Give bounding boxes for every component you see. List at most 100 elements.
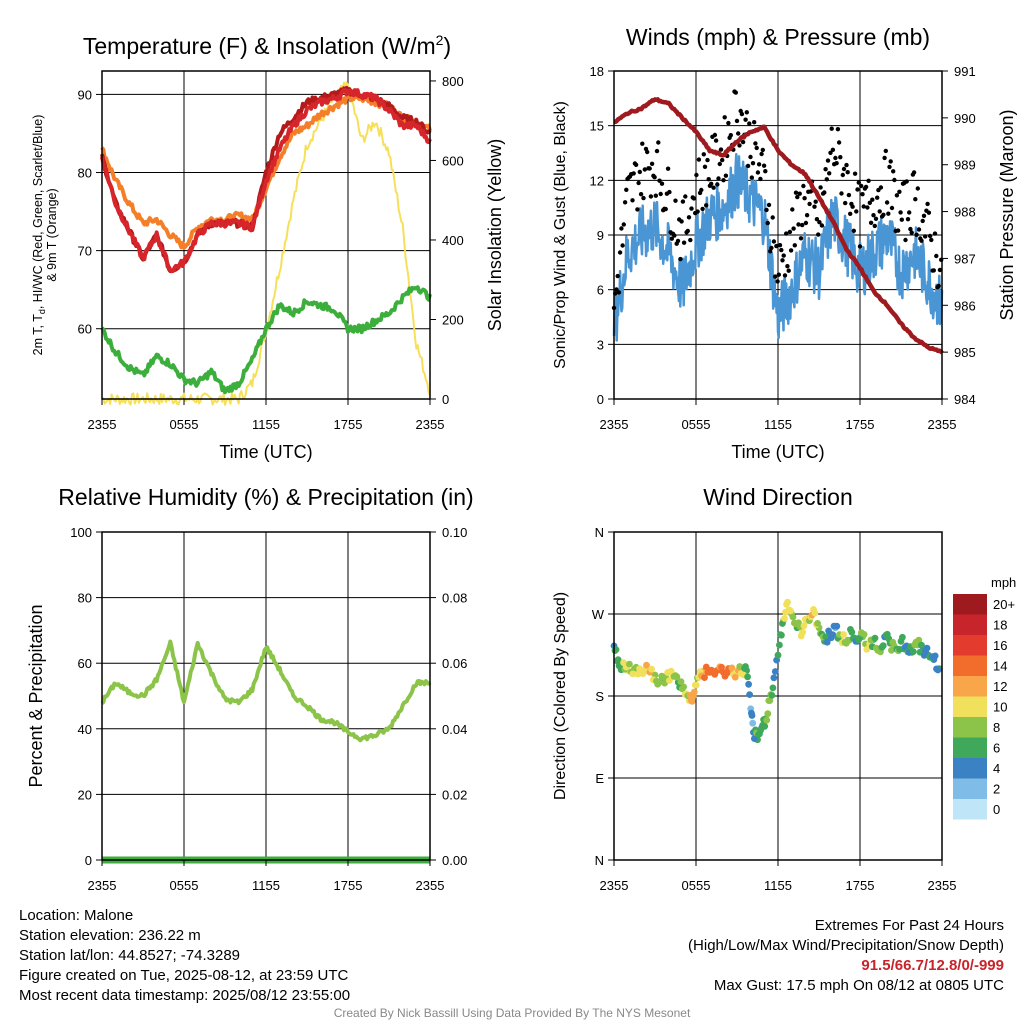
direction-point bbox=[814, 620, 821, 627]
gust-point bbox=[638, 192, 644, 197]
legend-label: 16 bbox=[993, 638, 1007, 653]
direction-point bbox=[829, 631, 837, 639]
gust-point bbox=[733, 90, 738, 95]
y-tick-rh-0: 0 bbox=[85, 853, 92, 868]
y2-tick-rh-0: 0.00 bbox=[442, 853, 467, 868]
winds-ylabel: Sonic/Prop Wind & Gust (Blue, Black) bbox=[552, 101, 569, 369]
gust-point bbox=[867, 200, 872, 205]
gust-point bbox=[813, 199, 818, 204]
gust-point bbox=[818, 185, 823, 190]
x-tick-dir-2: 1155 bbox=[764, 878, 792, 893]
gust-point bbox=[659, 181, 665, 186]
series-wind bbox=[612, 152, 944, 342]
gust-point bbox=[679, 219, 684, 224]
gust-point bbox=[619, 226, 624, 231]
x-tick-rh-2: 1155 bbox=[252, 878, 280, 893]
gust-point bbox=[846, 192, 852, 198]
gust-point bbox=[830, 147, 836, 152]
gust-point bbox=[884, 200, 890, 205]
direction-point bbox=[659, 673, 667, 681]
gust-point bbox=[641, 195, 646, 201]
direction-point bbox=[871, 634, 879, 642]
gust-point bbox=[857, 244, 863, 249]
gust-point bbox=[631, 171, 636, 176]
direction-point bbox=[746, 691, 753, 698]
legend-swatch bbox=[953, 614, 987, 635]
gust-point bbox=[827, 171, 832, 176]
gust-point bbox=[621, 222, 626, 227]
legend-swatch bbox=[953, 594, 987, 615]
temperature-ticks: 2355 0555 1155 1755 2355 60 70 80 90 0 200 400 600 80… bbox=[78, 74, 464, 432]
direction-point bbox=[931, 652, 939, 660]
y-tick-wind-0: 0 bbox=[597, 392, 604, 407]
direction-point bbox=[811, 609, 819, 617]
gust-point bbox=[716, 176, 721, 181]
gust-point bbox=[736, 131, 741, 136]
gust-point bbox=[648, 194, 654, 199]
direction-point bbox=[626, 660, 633, 668]
y-tick-rh-2: 40 bbox=[78, 722, 92, 737]
gust-point bbox=[911, 170, 917, 175]
direction-point bbox=[863, 646, 871, 653]
series-td bbox=[100, 285, 432, 395]
direction-point bbox=[667, 667, 675, 675]
y-tick-dir-2: S bbox=[595, 689, 604, 704]
gust-point bbox=[766, 202, 772, 208]
direction-point bbox=[648, 665, 655, 673]
gust-point bbox=[925, 201, 930, 207]
gust-point bbox=[665, 166, 671, 171]
legend-swatch bbox=[953, 717, 987, 738]
legend-swatch bbox=[953, 737, 987, 758]
gust-point bbox=[856, 180, 861, 185]
y-tick-wind-5: 15 bbox=[590, 119, 604, 134]
station-elevation: Station elevation: 236.22 m bbox=[19, 927, 201, 944]
gust-point bbox=[914, 232, 919, 237]
x-tick-temp-1: 0555 bbox=[170, 417, 199, 432]
gust-point bbox=[775, 279, 780, 284]
gust-point bbox=[723, 173, 729, 178]
extremes-info: Extremes For Past 24 Hours (High/Low/Max… bbox=[688, 916, 1004, 996]
gust-point bbox=[695, 209, 700, 214]
gust-point bbox=[908, 226, 913, 232]
gust-point bbox=[931, 268, 936, 273]
gust-point bbox=[804, 213, 810, 218]
gust-point bbox=[642, 167, 647, 172]
series-pressure bbox=[613, 97, 944, 355]
direction-point bbox=[745, 680, 752, 688]
gust-point bbox=[844, 162, 849, 168]
x-tick-wind-1: 0555 bbox=[682, 417, 711, 432]
y-tick-temp-3: 90 bbox=[78, 87, 92, 102]
gust-point bbox=[905, 217, 911, 222]
gust-point bbox=[705, 157, 710, 163]
direction-point bbox=[701, 674, 708, 681]
gust-point bbox=[647, 166, 652, 171]
temperature-title: Temperature (F) & Insolation (W/m2) bbox=[83, 32, 451, 59]
legend-label: 8 bbox=[993, 720, 1000, 735]
gust-point bbox=[801, 183, 806, 189]
gust-point bbox=[812, 204, 817, 209]
gust-point bbox=[875, 195, 880, 200]
direction-series bbox=[610, 598, 943, 744]
gust-point bbox=[932, 231, 938, 236]
gust-point bbox=[878, 185, 884, 190]
extremes-title: Extremes For Past 24 Hours bbox=[814, 917, 1004, 934]
y-tick-wind-4: 12 bbox=[590, 173, 604, 188]
y2-tick-wind-5: 989 bbox=[954, 158, 976, 173]
gust-point bbox=[652, 175, 657, 180]
gust-point bbox=[754, 145, 759, 151]
gust-point bbox=[822, 190, 827, 195]
direction-point bbox=[771, 668, 779, 675]
direction-point bbox=[749, 719, 757, 727]
gust-point bbox=[889, 205, 895, 211]
gust-point bbox=[737, 143, 742, 148]
x-tick-temp-3: 1755 bbox=[334, 417, 363, 432]
gust-point bbox=[740, 139, 746, 145]
gust-point bbox=[795, 194, 800, 200]
x-tick-wind-3: 1755 bbox=[846, 417, 875, 432]
x-tick-rh-1: 0555 bbox=[170, 878, 199, 893]
y2-tick-temp-4: 800 bbox=[442, 74, 464, 89]
legend-label: 4 bbox=[993, 761, 1000, 776]
gust-point bbox=[749, 175, 754, 180]
extremes-values: 91.5/66.7/12.8/0/-999 bbox=[861, 957, 1004, 974]
gust-point bbox=[850, 204, 855, 209]
